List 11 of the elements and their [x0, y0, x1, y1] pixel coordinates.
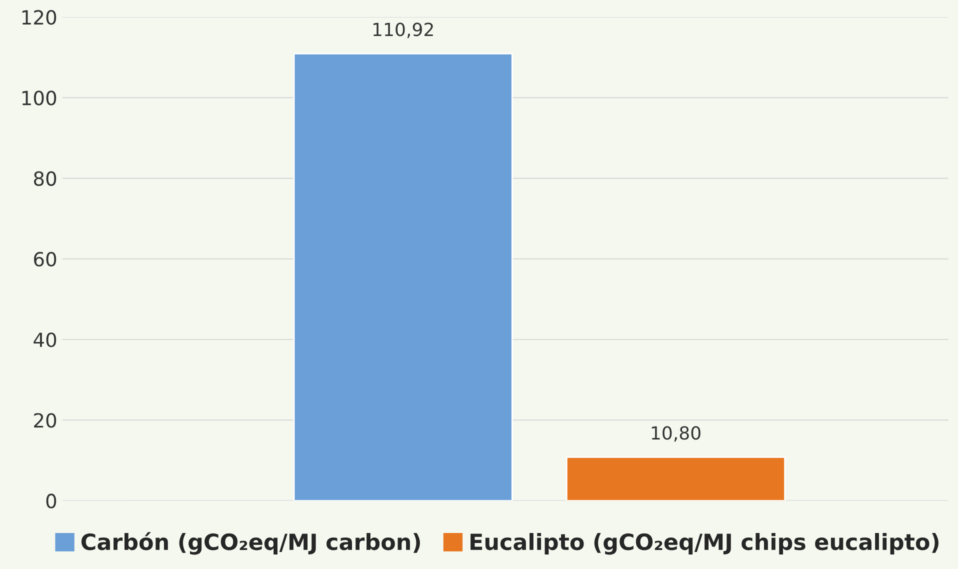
legend-label: Eucalipto (gCO₂eq/MJ chips eucalipto) [470, 533, 938, 555]
y-tick-label: 40 [34, 332, 56, 348]
y-tick-label: 80 [34, 171, 56, 186]
y-tick-label: 60 [34, 252, 56, 267]
y-tick-label: 0 [46, 494, 56, 508]
data-label: 10,80 [652, 426, 700, 442]
y-tick-label: 100 [22, 90, 56, 106]
legend-label: Carbón (gCO₂eq/MJ carbon) [81, 532, 420, 555]
y-tick-label: 120 [22, 10, 56, 25]
data-label: 110,92 [373, 22, 433, 38]
y-tick-label: 20 [34, 413, 56, 428]
